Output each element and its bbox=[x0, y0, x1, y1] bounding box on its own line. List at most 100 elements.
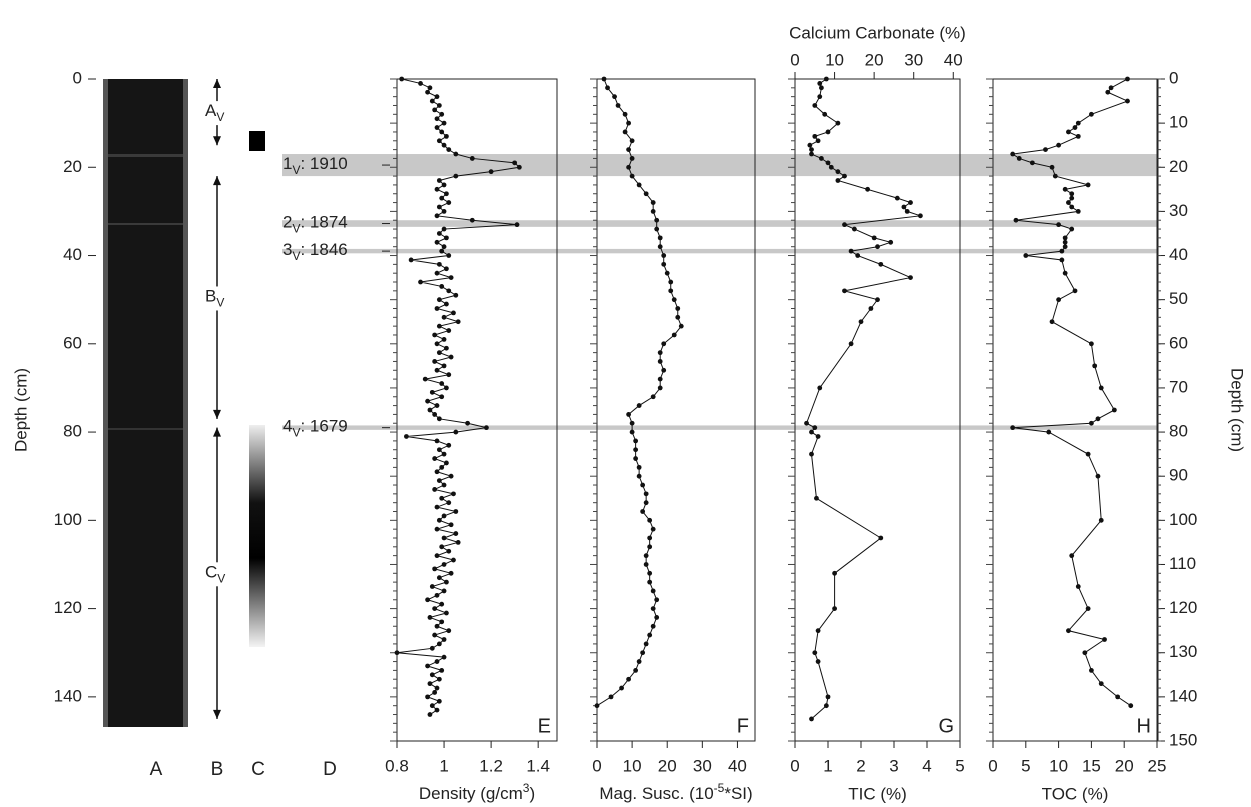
y-tick-label: 150 bbox=[1169, 730, 1197, 749]
data-point bbox=[1062, 186, 1068, 192]
data-point bbox=[441, 209, 447, 214]
data-point bbox=[1066, 628, 1071, 634]
data-point bbox=[432, 412, 438, 417]
data-point bbox=[822, 111, 828, 117]
data-point bbox=[647, 632, 653, 638]
data-point bbox=[594, 703, 600, 709]
data-point bbox=[439, 111, 445, 117]
data-point bbox=[484, 425, 489, 431]
data-point bbox=[825, 160, 831, 166]
data-point bbox=[516, 164, 522, 170]
panel-frame bbox=[794, 78, 961, 742]
data-point bbox=[434, 469, 440, 475]
data-point bbox=[425, 398, 430, 404]
data-point bbox=[427, 407, 433, 413]
data-point bbox=[434, 504, 440, 510]
data-point bbox=[399, 76, 405, 82]
unit-label: AV bbox=[205, 102, 224, 125]
data-point bbox=[436, 478, 442, 484]
y-tick-label: 80 bbox=[1169, 422, 1188, 441]
data-point bbox=[441, 226, 447, 232]
data-point bbox=[418, 81, 423, 86]
data-point bbox=[815, 434, 821, 439]
data-point bbox=[434, 403, 440, 408]
data-point bbox=[394, 650, 400, 656]
data-point bbox=[1023, 253, 1029, 258]
y-tick-label: 40 bbox=[63, 245, 82, 264]
data-point bbox=[643, 500, 649, 506]
data-point bbox=[643, 491, 649, 497]
data-point bbox=[439, 601, 445, 607]
data-point bbox=[439, 248, 445, 254]
data-point bbox=[865, 186, 870, 192]
x-tick-label: 10 bbox=[623, 756, 642, 775]
x2-tick-label: 20 bbox=[865, 50, 884, 69]
data-point bbox=[629, 156, 635, 161]
color-bar bbox=[249, 131, 265, 151]
data-point bbox=[904, 209, 910, 214]
x-tick-label: 10 bbox=[1049, 756, 1068, 775]
data-point bbox=[1089, 341, 1094, 347]
data-point bbox=[640, 650, 646, 656]
data-point bbox=[812, 103, 818, 108]
data-point bbox=[429, 584, 435, 589]
data-point bbox=[615, 103, 621, 108]
data-point bbox=[650, 623, 656, 629]
x-tick-label: 1.4 bbox=[526, 756, 550, 775]
y-tick-label: 90 bbox=[1169, 466, 1188, 485]
data-point bbox=[629, 420, 635, 426]
data-point bbox=[1075, 209, 1081, 214]
data-point bbox=[441, 535, 447, 541]
x-tick-label: 20 bbox=[658, 756, 677, 775]
event-label: 3V: 1846 bbox=[283, 241, 348, 264]
data-point bbox=[439, 464, 445, 470]
data-point bbox=[1069, 553, 1075, 559]
data-point bbox=[1046, 429, 1052, 435]
data-point bbox=[1066, 129, 1071, 135]
x-tick-label: 2 bbox=[856, 756, 865, 775]
y-tick-label: 110 bbox=[1169, 554, 1196, 573]
data-point bbox=[1069, 195, 1075, 201]
data-point bbox=[605, 85, 610, 91]
data-point bbox=[855, 253, 861, 258]
data-point bbox=[654, 217, 660, 223]
data-point bbox=[514, 222, 520, 228]
data-point bbox=[643, 191, 649, 197]
data-point bbox=[451, 491, 456, 497]
title-sup: -5 bbox=[714, 781, 725, 795]
data-point bbox=[441, 182, 447, 188]
data-point bbox=[1085, 451, 1091, 457]
core-layer bbox=[108, 154, 183, 157]
data-point bbox=[608, 694, 614, 700]
data-point bbox=[664, 270, 670, 276]
data-point bbox=[647, 535, 653, 541]
y-tick-label: 40 bbox=[1169, 245, 1188, 264]
data-point bbox=[852, 226, 857, 232]
data-point bbox=[444, 235, 449, 241]
data-point bbox=[1049, 319, 1055, 325]
x-axis-title: Mag. Susc. (10-5*SI) bbox=[599, 781, 752, 803]
x-tick-label: 0 bbox=[790, 756, 799, 775]
data-point bbox=[1059, 248, 1065, 254]
core-layer bbox=[108, 223, 183, 225]
unit-name: A bbox=[205, 102, 217, 121]
data-point bbox=[446, 500, 452, 506]
x-tick-label: 0.8 bbox=[385, 756, 409, 775]
data-point bbox=[823, 703, 829, 709]
x2-tick-label: 30 bbox=[904, 50, 923, 69]
data-point bbox=[444, 579, 449, 585]
data-point bbox=[436, 204, 442, 210]
data-point bbox=[1056, 142, 1061, 148]
event-band bbox=[282, 425, 1157, 430]
unit-name: C bbox=[205, 563, 217, 582]
data-point bbox=[612, 94, 617, 100]
data-point bbox=[871, 235, 877, 241]
label-bg bbox=[203, 101, 233, 126]
data-point bbox=[434, 438, 440, 444]
data-point bbox=[444, 610, 449, 616]
data-point bbox=[657, 244, 663, 250]
panel-letter: G bbox=[938, 715, 954, 737]
data-point bbox=[434, 685, 440, 691]
data-point bbox=[1089, 420, 1094, 426]
